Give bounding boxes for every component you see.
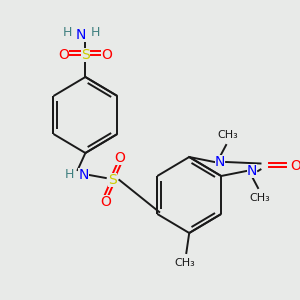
Text: O: O	[290, 160, 300, 173]
Text: H: H	[90, 26, 100, 40]
Text: CH₃: CH₃	[218, 130, 238, 140]
Text: N: N	[75, 28, 86, 42]
Text: H: H	[65, 169, 75, 182]
Text: O: O	[58, 48, 70, 62]
Text: O: O	[100, 195, 111, 209]
Text: CH₃: CH₃	[174, 258, 195, 268]
Text: N: N	[215, 155, 226, 169]
Text: N: N	[247, 164, 257, 178]
Text: O: O	[101, 48, 112, 62]
Text: S: S	[108, 173, 117, 187]
Text: N: N	[78, 168, 88, 182]
Text: O: O	[114, 151, 125, 165]
Text: S: S	[81, 48, 90, 62]
Text: CH₃: CH₃	[250, 193, 270, 203]
Text: H: H	[63, 26, 73, 40]
